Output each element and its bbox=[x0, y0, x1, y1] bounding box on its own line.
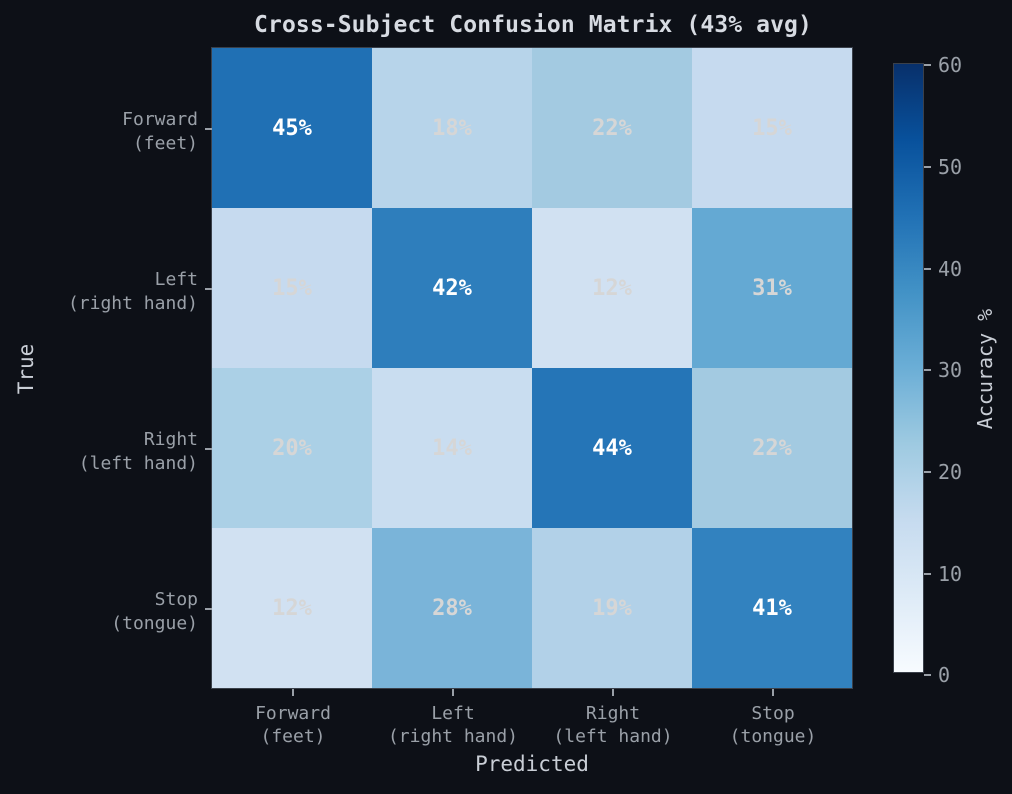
ytick-line1: Stop bbox=[154, 589, 198, 610]
colorbar-label: Accuracy % bbox=[973, 308, 997, 430]
cell-0-2: 22% bbox=[532, 48, 692, 208]
ytick-mark bbox=[205, 448, 212, 450]
ytick-label-right: Right (left hand) bbox=[0, 428, 198, 476]
cell-0-0: 45% bbox=[212, 48, 372, 208]
xtick-line1: Right bbox=[585, 703, 641, 724]
xtick-line1: Left bbox=[431, 703, 475, 724]
cell-0-3: 15% bbox=[692, 48, 852, 208]
x-axis-label: Predicted bbox=[475, 752, 589, 776]
colorbar-tick bbox=[924, 166, 931, 168]
cell-3-1: 28% bbox=[372, 528, 532, 688]
colorbar-tick-label: 30 bbox=[938, 358, 963, 382]
confusion-matrix: 45% 18% 22% 15% 15% 42% 12% 31% 20% 14% … bbox=[211, 47, 853, 689]
colorbar-tick bbox=[924, 573, 931, 575]
ytick-mark bbox=[205, 288, 212, 290]
colorbar-tick bbox=[924, 471, 931, 473]
xtick-line2: (left hand) bbox=[553, 726, 673, 747]
xtick-label-stop: Stop (tongue) bbox=[673, 702, 873, 748]
ytick-line1: Forward bbox=[122, 109, 198, 130]
ytick-line2: (feet) bbox=[132, 133, 198, 154]
cell-1-1: 42% bbox=[372, 208, 532, 368]
cell-3-3: 41% bbox=[692, 528, 852, 688]
ytick-line2: (tongue) bbox=[111, 613, 198, 634]
xtick-label-right: Right (left hand) bbox=[513, 702, 713, 748]
ytick-mark bbox=[205, 608, 212, 610]
cell-2-3: 22% bbox=[692, 368, 852, 528]
ytick-line2: (right hand) bbox=[67, 293, 198, 314]
cell-2-0: 20% bbox=[212, 368, 372, 528]
xtick-line1: Stop bbox=[751, 703, 795, 724]
ytick-mark bbox=[205, 128, 212, 130]
xtick-label-left: Left (right hand) bbox=[353, 702, 553, 748]
xtick-mark bbox=[612, 689, 614, 696]
colorbar-tick bbox=[924, 64, 931, 66]
ytick-label-forward: Forward (feet) bbox=[0, 108, 198, 156]
cell-2-2: 44% bbox=[532, 368, 692, 528]
cell-0-1: 18% bbox=[372, 48, 532, 208]
cell-1-2: 12% bbox=[532, 208, 692, 368]
xtick-mark bbox=[772, 689, 774, 696]
ytick-line1: Right bbox=[143, 429, 198, 450]
colorbar-tick-label: 60 bbox=[938, 53, 963, 77]
ytick-label-left: Left (right hand) bbox=[0, 268, 198, 316]
colorbar bbox=[893, 63, 924, 673]
xtick-line1: Forward bbox=[255, 703, 331, 724]
xtick-mark bbox=[452, 689, 454, 696]
cell-1-0: 15% bbox=[212, 208, 372, 368]
cell-3-0: 12% bbox=[212, 528, 372, 688]
cell-3-2: 19% bbox=[532, 528, 692, 688]
ytick-line1: Left bbox=[154, 269, 198, 290]
xtick-label-forward: Forward (feet) bbox=[193, 702, 393, 748]
cell-1-3: 31% bbox=[692, 208, 852, 368]
xtick-mark bbox=[292, 689, 294, 696]
xtick-line2: (feet) bbox=[260, 726, 326, 747]
ytick-line2: (left hand) bbox=[78, 453, 198, 474]
colorbar-tick bbox=[924, 369, 931, 371]
colorbar-tick-label: 10 bbox=[938, 562, 963, 586]
colorbar-tick-label: 0 bbox=[938, 663, 951, 687]
colorbar-tick-label: 20 bbox=[938, 460, 963, 484]
ytick-label-stop: Stop (tongue) bbox=[0, 588, 198, 636]
colorbar-tick-label: 40 bbox=[938, 257, 963, 281]
cell-2-1: 14% bbox=[372, 368, 532, 528]
xtick-line2: (tongue) bbox=[729, 726, 817, 747]
colorbar-tick bbox=[924, 268, 931, 270]
xtick-line2: (right hand) bbox=[387, 726, 519, 747]
chart-title: Cross-Subject Confusion Matrix (43% avg) bbox=[254, 12, 812, 38]
colorbar-tick-label: 50 bbox=[938, 155, 963, 179]
colorbar-tick bbox=[924, 674, 931, 676]
y-axis-label: True bbox=[14, 343, 38, 395]
